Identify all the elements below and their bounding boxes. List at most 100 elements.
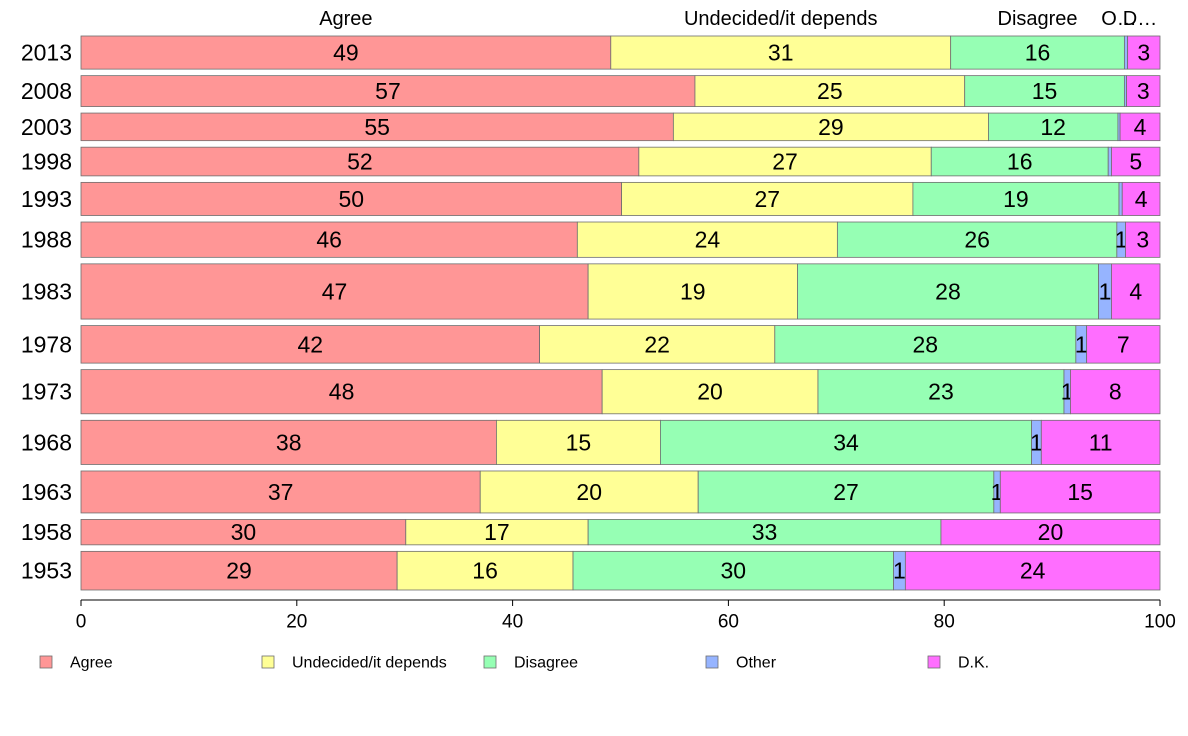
bar-segment-0-1953 <box>80 550 398 591</box>
data-label-4-1983: 4 <box>1129 278 1142 304</box>
year-label-1988: 1988 <box>21 227 72 253</box>
data-label-4-2013: 3 <box>1137 40 1150 66</box>
bar-segment-1-1973 <box>601 369 819 415</box>
bar-segment-1-1963 <box>479 470 699 514</box>
data-label-1-2008: 25 <box>817 78 843 104</box>
data-label-2-1993: 19 <box>1003 186 1029 212</box>
year-label-2008: 2008 <box>21 78 72 104</box>
data-label-4-1953: 24 <box>1020 558 1046 584</box>
legend: Agree Undecided/it depends Disagree Other D.… <box>39 655 989 672</box>
bar-segment-4-1993 <box>1121 181 1161 216</box>
data-label-2-1953: 30 <box>720 558 746 584</box>
bar-segment-2-1993 <box>912 181 1120 216</box>
legend-label-1: Undecided/it depends <box>292 655 447 672</box>
data-label-1-1983: 19 <box>680 278 706 304</box>
segment-header-label: Undecided/it depends <box>684 8 877 30</box>
bar-segment-3-2013 <box>1123 35 1129 70</box>
data-label-0-2008: 57 <box>375 78 401 104</box>
bar-segment-0-1983 <box>80 263 589 320</box>
segment-header-label: D… <box>1123 8 1157 30</box>
bar-segment-2-2008 <box>964 75 1125 107</box>
bar-segment-4-1973 <box>1070 369 1161 415</box>
bar-segment-4-1968 <box>1040 419 1161 465</box>
data-label-1-1993: 27 <box>754 186 780 212</box>
data-label-3-1953: 1 <box>893 558 906 584</box>
bar-segment-2-2003 <box>988 112 1119 142</box>
data-label-1-1973: 20 <box>697 379 723 405</box>
bar-segment-0-2008 <box>80 75 696 107</box>
data-label-0-1998: 52 <box>347 149 373 175</box>
year-label-1958: 1958 <box>21 519 72 545</box>
legend-label-0: Agree <box>70 655 113 672</box>
data-label-1-1953: 16 <box>472 558 498 584</box>
bar-segment-3-1998 <box>1107 146 1112 177</box>
data-label-2-2013: 16 <box>1025 40 1051 66</box>
bar-segment-1-1953 <box>396 550 574 591</box>
bars-area: 49 31 16 357 25 15 355 29 12 452 27 16 550 27 19 446 24 2… <box>80 35 1161 591</box>
bar-segment-4-1958 <box>940 519 1161 546</box>
bar-segment-0-1993 <box>80 181 622 216</box>
segment-header-label: Agree <box>319 8 372 30</box>
bar-segment-4-2013 <box>1127 35 1161 70</box>
x-tick-label-20: 20 <box>286 612 307 633</box>
data-label-0-1953: 29 <box>226 558 252 584</box>
bar-segment-0-1958 <box>80 519 407 546</box>
year-axis-labels: 2013 2008 2003 1998 1993 1988 1983 1978 1973 1968… <box>21 40 72 584</box>
data-label-0-1958: 30 <box>231 519 257 545</box>
data-label-4-1988: 3 <box>1136 227 1149 253</box>
data-label-2-1973: 23 <box>928 379 954 405</box>
bar-segment-4-1953 <box>904 550 1161 591</box>
bar-segment-2-1998 <box>930 146 1109 177</box>
year-label-1978: 1978 <box>21 331 72 357</box>
data-label-1-1963: 20 <box>576 479 602 505</box>
bar-segment-0-1998 <box>80 146 640 177</box>
year-label-2013: 2013 <box>21 40 72 66</box>
bar-segment-1-1993 <box>621 181 914 216</box>
bar-segment-1-1958 <box>405 519 589 546</box>
bar-segment-4-1988 <box>1125 221 1161 258</box>
legend-swatch-2 <box>483 655 497 669</box>
legend-label-3: Other <box>736 655 777 672</box>
data-label-0-1973: 48 <box>329 379 355 405</box>
bar-segment-2-1978 <box>774 325 1077 364</box>
legend-label-4: D.K. <box>958 655 989 672</box>
data-label-4-1993: 4 <box>1135 186 1148 212</box>
data-label-1-1958: 17 <box>484 519 510 545</box>
year-label-1973: 1973 <box>21 379 72 405</box>
bar-segment-1-1968 <box>496 419 661 465</box>
data-label-0-2003: 55 <box>364 114 390 140</box>
x-tick-label-40: 40 <box>502 612 523 633</box>
bar-segment-0-1968 <box>80 419 497 465</box>
data-label-1-1968: 15 <box>566 429 592 455</box>
data-label-0-1983: 47 <box>322 278 348 304</box>
year-label-1998: 1998 <box>21 149 72 175</box>
bar-segment-0-2003 <box>80 112 674 142</box>
bar-segment-1-1978 <box>539 325 776 364</box>
data-label-2-1978: 28 <box>913 331 939 357</box>
data-label-4-1978: 7 <box>1117 331 1130 357</box>
legend-label-2: Disagree <box>514 655 578 672</box>
data-label-4-2008: 3 <box>1137 78 1150 104</box>
year-label-1993: 1993 <box>21 186 72 212</box>
bar-segment-0-1978 <box>80 325 540 364</box>
bar-segment-2-1983 <box>797 263 1099 320</box>
bar-segment-2-1968 <box>660 419 1032 465</box>
data-label-2-1988: 26 <box>964 227 990 253</box>
bar-segment-2-1973 <box>817 369 1065 415</box>
data-label-1-1998: 27 <box>772 149 798 175</box>
data-label-2-1968: 34 <box>833 429 859 455</box>
year-label-2003: 2003 <box>21 114 72 140</box>
data-label-1-1988: 24 <box>695 227 721 253</box>
x-tick-label-60: 60 <box>718 612 739 633</box>
x-tick-label-100: 100 <box>1144 612 1176 633</box>
segment-header-label: Disagree <box>998 8 1078 30</box>
bar-segment-3-1993 <box>1118 181 1123 216</box>
bar-segment-0-1963 <box>80 470 481 514</box>
data-label-2-1983: 28 <box>935 278 961 304</box>
x-axis: 0 20 40 60 80 100 <box>76 599 1176 633</box>
legend-swatch-3 <box>705 655 719 669</box>
bar-segment-4-1963 <box>999 470 1161 514</box>
legend-swatch-4 <box>927 655 941 669</box>
legend-swatch-0 <box>39 655 53 669</box>
